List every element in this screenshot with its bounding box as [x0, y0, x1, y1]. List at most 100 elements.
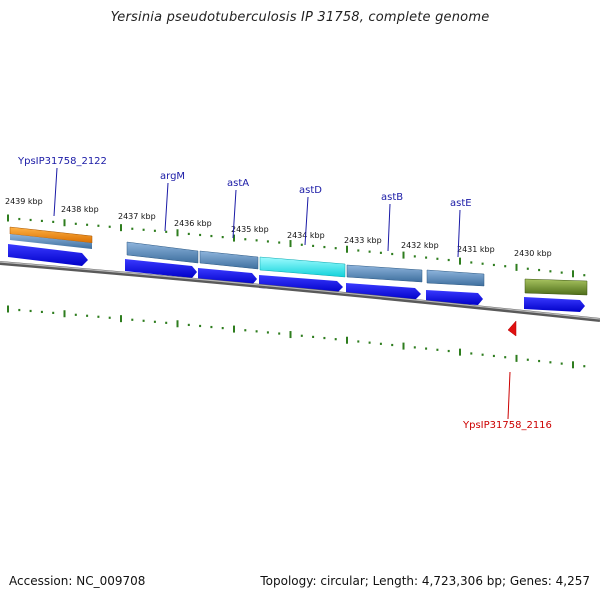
- minor-tick: [278, 241, 281, 244]
- gene-label-astd[interactable]: astD: [299, 185, 322, 196]
- gene-label-argm[interactable]: argM: [160, 171, 185, 182]
- minor-tick: [368, 341, 371, 344]
- feature-astd[interactable]: [259, 256, 346, 278]
- feature-aste[interactable]: [426, 269, 485, 287]
- minor-tick: [481, 262, 484, 265]
- kbp-label: 2437 kbp: [118, 212, 156, 221]
- major-tick: [63, 219, 66, 227]
- gene-label-ypsip31758-2116[interactable]: YpsIP31758_2116: [462, 420, 552, 431]
- minor-tick: [255, 330, 258, 333]
- major-tick: [346, 336, 348, 344]
- minor-tick: [334, 247, 337, 250]
- feature-ypsip31758-2122[interactable]: [9, 226, 93, 249]
- minor-tick: [447, 349, 450, 353]
- minor-tick: [391, 343, 394, 347]
- minor-tick: [357, 249, 360, 252]
- major-tick: [515, 263, 518, 271]
- gene-arrow[interactable]: [524, 297, 585, 312]
- kbp-label: 2430 kbp: [514, 249, 552, 258]
- minor-tick: [470, 261, 473, 264]
- major-tick: [120, 224, 122, 232]
- feature-astb[interactable]: [346, 264, 423, 283]
- minor-tick: [379, 342, 382, 345]
- kbp-label: 2438 kbp: [61, 205, 99, 214]
- major-tick: [346, 245, 348, 253]
- major-tick: [459, 348, 461, 356]
- minor-tick: [74, 222, 77, 225]
- minor-tick: [40, 219, 43, 223]
- feature-unlabeled-olive[interactable]: [524, 278, 588, 296]
- gene-arrow[interactable]: [426, 290, 483, 305]
- lower-tick-ruler: [7, 305, 586, 369]
- minor-tick: [323, 336, 326, 340]
- leader-line: [232, 189, 237, 239]
- feature-asta[interactable]: [199, 250, 259, 270]
- minor-tick: [526, 267, 529, 270]
- gene-label-ypsip31758-2122[interactable]: YpsIP31758_2122: [17, 156, 107, 167]
- gene-label-astb[interactable]: astB: [381, 192, 403, 203]
- minor-tick: [504, 356, 507, 359]
- gene-arrow[interactable]: [125, 259, 197, 278]
- minor-tick: [244, 238, 247, 241]
- gene-arrow[interactable]: [8, 244, 88, 266]
- major-tick: [233, 325, 235, 333]
- reverse-leader-line: [507, 371, 511, 420]
- gene-arrows: [8, 244, 585, 312]
- minor-tick: [549, 270, 552, 273]
- genome-backbone: [0, 261, 600, 322]
- minor-tick: [52, 311, 55, 314]
- major-tick: [233, 234, 235, 242]
- minor-tick: [312, 335, 315, 339]
- minor-tick: [312, 244, 315, 248]
- feature-argm[interactable]: [126, 241, 199, 264]
- major-tick: [402, 342, 405, 350]
- minor-tick: [97, 224, 100, 227]
- minor-tick: [357, 340, 360, 343]
- minor-tick: [334, 338, 337, 341]
- major-tick: [120, 315, 122, 323]
- kbp-label: 2435 kbp: [231, 225, 269, 234]
- major-tick: [572, 361, 574, 369]
- minor-tick: [131, 318, 134, 321]
- minor-tick: [526, 358, 529, 361]
- minor-tick: [29, 218, 32, 222]
- minor-tick: [266, 331, 269, 334]
- map-title: Yersinia pseudotuberculosis IP 31758, co…: [110, 10, 490, 25]
- minor-tick: [504, 265, 507, 268]
- gene-label-asta[interactable]: astA: [227, 178, 249, 189]
- major-tick: [63, 310, 66, 318]
- minor-tick: [142, 319, 145, 322]
- upper-tick-ruler: [7, 214, 586, 278]
- minor-tick: [470, 352, 473, 355]
- minor-tick: [40, 310, 43, 314]
- gene-label-aste[interactable]: astE: [450, 198, 472, 209]
- minor-tick: [221, 326, 224, 330]
- minor-tick: [97, 315, 100, 318]
- minor-tick: [187, 323, 190, 327]
- major-tick: [459, 257, 461, 265]
- minor-tick: [199, 324, 202, 328]
- minor-tick: [368, 250, 371, 253]
- minor-tick: [413, 346, 416, 349]
- gene-label-leaders: [53, 167, 461, 258]
- major-tick: [515, 354, 518, 362]
- minor-tick: [492, 263, 495, 267]
- minor-tick: [244, 329, 247, 332]
- minor-tick: [187, 232, 190, 236]
- minor-tick: [52, 220, 55, 223]
- reverse-feature-arrow[interactable]: [507, 320, 517, 337]
- major-tick: [402, 251, 405, 259]
- minor-tick: [108, 225, 111, 228]
- major-tick: [572, 270, 574, 278]
- minor-tick: [199, 233, 202, 237]
- minor-tick: [108, 316, 111, 319]
- minor-tick: [425, 256, 428, 259]
- minor-tick: [436, 348, 439, 351]
- minor-tick: [221, 235, 224, 239]
- minor-tick: [583, 274, 586, 277]
- minor-tick: [18, 308, 21, 312]
- genome-summary-text: Topology: circular; Length: 4,723,306 bp…: [260, 574, 590, 588]
- minor-tick: [142, 228, 145, 231]
- kbp-label: 2436 kbp: [174, 219, 212, 228]
